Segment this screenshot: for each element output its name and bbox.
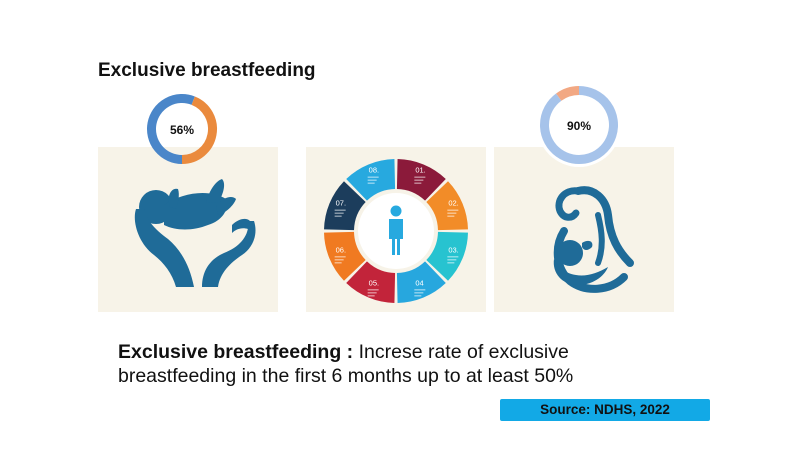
mother-breastfeeding-panel [494, 147, 674, 312]
ring-segment-text-line [334, 212, 344, 214]
ring-segment-text-line [367, 176, 379, 178]
mother-breastfeeding-icon [553, 186, 634, 293]
donut-slice-1 [556, 86, 580, 101]
ring-segment-text-line [447, 262, 455, 264]
ring-segment-label: 03. [448, 245, 458, 254]
donut-halo [537, 83, 621, 167]
baby-in-hands-icon [134, 179, 256, 287]
ring-segment-3 [426, 231, 468, 281]
ring-segment-text-line [414, 182, 422, 184]
ring-segment-text-line [414, 289, 426, 291]
ring-segment-label: 08. [369, 166, 379, 175]
ring-segment-text-line [414, 292, 424, 294]
ring-segment-text-line [414, 295, 422, 297]
donut-label: 90% [567, 119, 591, 133]
ring-segment-text-line [334, 256, 346, 258]
ring-segment-text-line [334, 259, 344, 261]
ring-segment-label: 07. [336, 199, 346, 208]
infographic-ring: 01. 02. 03. 04 05. 06. 07. 08. [324, 159, 468, 303]
ring-segment-text-line [367, 289, 379, 291]
ring-segment-label: 04 [415, 278, 423, 287]
ring-segment-text-line [447, 259, 457, 261]
baby-in-hands-panel [98, 147, 278, 312]
donut-label: 56% [170, 123, 194, 137]
ring-segment-label: 05. [369, 278, 379, 287]
ring-segment-label: 06. [336, 245, 346, 254]
donut-slice-1 [181, 96, 217, 164]
donut-slice-0 [540, 86, 618, 164]
ring-segment-7 [324, 181, 366, 231]
source-badge: Source: NDHS, 2022 [500, 399, 710, 421]
ring-segment-4 [396, 261, 446, 303]
donut-chart-left: 56% [147, 94, 217, 164]
ring-segment-text-line [414, 176, 426, 178]
infographic-ring-panel: 01. 02. 03. 04 05. 06. 07. 08. [306, 147, 486, 312]
caption-bold: Exclusive breastfeeding : [118, 341, 354, 363]
ring-segment-text-line [447, 209, 459, 211]
ring-segment-text-line [334, 209, 346, 211]
ring-segment-text-line [367, 182, 375, 184]
ring-segment-label: 01. [415, 166, 425, 175]
ring-segment-text-line [367, 179, 377, 181]
caption: Exclusive breastfeeding : Increse rate o… [118, 340, 658, 388]
ring-segment-label: 02. [448, 199, 458, 208]
ring-segment-text-line [447, 256, 459, 258]
ring-segment-text-line [414, 179, 424, 181]
ring-segment-5 [346, 261, 396, 303]
ring-segment-text-line [367, 295, 375, 297]
person-icon [389, 205, 403, 255]
ring-segment-text-line [447, 215, 455, 217]
ring-segment-text-line [334, 262, 342, 264]
page-title: Exclusive breastfeeding [98, 60, 316, 81]
caption-text: Increse rate of exclusive breastfeeding … [118, 341, 574, 387]
donut-chart-right: 90% [537, 83, 621, 167]
ring-segment-2 [426, 181, 468, 231]
ring-segment-text-line [447, 212, 457, 214]
ring-segment-text-line [334, 215, 342, 217]
ring-segment-text-line [367, 292, 377, 294]
donut-slice-0 [147, 94, 195, 164]
